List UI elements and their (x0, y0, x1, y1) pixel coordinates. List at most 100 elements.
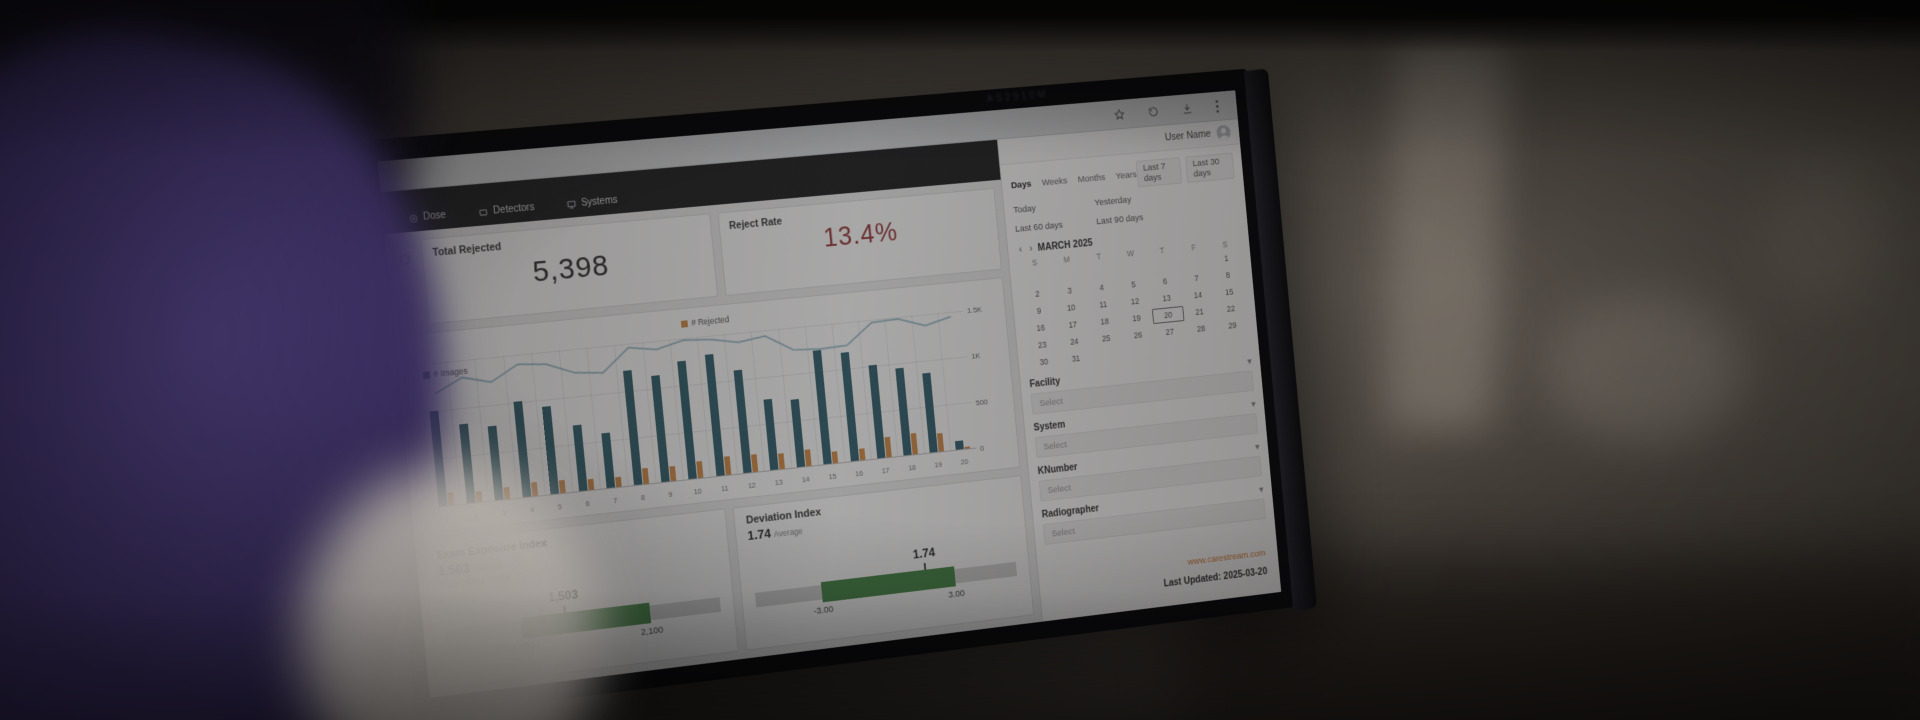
calendar-day[interactable]: 12 (1130, 296, 1140, 307)
rejected-bar (615, 477, 622, 488)
x-axis-label: 13 (774, 477, 784, 488)
monitor: AS2910M (359, 68, 1297, 718)
legend-rejected: # Rejected (680, 314, 730, 328)
deviation-gauge-green-range (820, 566, 956, 603)
date-view-days[interactable]: Days (1010, 178, 1032, 191)
rejected-legend-label: # Rejected (690, 314, 730, 328)
calendar-day[interactable]: 6 (1162, 276, 1168, 287)
preset-today[interactable]: Today (1012, 203, 1037, 216)
rejected-bar (884, 436, 892, 458)
chevron-down-icon[interactable]: ▾ (1254, 441, 1260, 452)
download-icon[interactable] (1181, 102, 1193, 115)
total-rejected-card: Total Rejected 5,398 (420, 213, 719, 325)
date-view-years[interactable]: Years (1115, 169, 1138, 182)
panel-footer: www.carestream.com Last Updated: 2025-03… (1046, 537, 1272, 613)
x-axis-label: 8 (640, 492, 646, 503)
rejected-bar (475, 491, 483, 503)
y-axis-tick: 1.5K (966, 305, 983, 316)
tab-label: Systems (580, 194, 619, 209)
rejected-bar (964, 445, 971, 449)
calendar-day[interactable]: 19 (1131, 313, 1142, 324)
rejected-bar (937, 432, 945, 452)
x-axis-label: 6 (585, 499, 591, 509)
calendar-day[interactable]: 22 (1226, 303, 1236, 314)
calendar-day[interactable]: 25 (1101, 333, 1111, 344)
images-bar (542, 405, 560, 495)
x-axis-label: 20 (960, 457, 969, 467)
x-axis-label: 16 (854, 468, 864, 479)
deviation-gauge-track (754, 561, 1018, 608)
calendar-day[interactable]: 3 (1067, 285, 1073, 296)
calendar-day (1115, 258, 1148, 276)
rejected-bar (446, 491, 454, 506)
preset-last-60-days[interactable]: Last 60 days (1014, 219, 1064, 235)
calendar-day[interactable]: 14 (1193, 289, 1203, 301)
calendar-day[interactable]: 2 (1034, 288, 1041, 299)
calendar-day[interactable]: 4 (1099, 282, 1105, 293)
x-axis-label: 17 (881, 465, 890, 476)
date-view-months[interactable]: Months (1077, 171, 1106, 185)
chevron-down-icon[interactable]: ▾ (1247, 356, 1252, 367)
bookmark-star-icon[interactable] (1113, 108, 1125, 121)
images-bar (677, 360, 698, 480)
calendar-day[interactable]: 24 (1069, 336, 1079, 347)
x-axis-label: 15 (828, 471, 837, 482)
calendar-day[interactable]: 10 (1066, 302, 1076, 313)
background-blur-object (1545, 295, 1745, 445)
preset-last-7-days[interactable]: Last 7 days (1135, 157, 1183, 188)
detectors-icon (478, 207, 489, 218)
calendar-day[interactable]: 17 (1068, 319, 1078, 330)
calendar-day[interactable]: 28 (1196, 323, 1206, 334)
filter-label: KNumber (1037, 462, 1079, 478)
browser-menu-kebab-icon[interactable] (1214, 99, 1220, 113)
dashboard-main: Dose Detectors Systems (380, 139, 1043, 698)
calendar-day[interactable]: 20 (1151, 305, 1185, 325)
calendar-next-icon[interactable]: › (1028, 242, 1034, 255)
calendar-day[interactable]: 29 (1227, 320, 1237, 331)
calendar-day (1179, 252, 1212, 270)
images-bar (868, 364, 886, 459)
exposure-range-max: 2,100 (640, 624, 664, 639)
calendar-day[interactable]: 21 (1195, 306, 1205, 317)
calendar-prev-icon[interactable]: ‹ (1018, 243, 1023, 256)
rejected-bar (723, 455, 731, 476)
images-bar (704, 354, 725, 477)
date-view-weeks[interactable]: Weeks (1041, 175, 1068, 188)
x-axis-label: 12 (747, 480, 757, 491)
filter-label: Facility (1029, 376, 1061, 391)
calendar-day[interactable]: 11 (1098, 299, 1108, 310)
calendar-day[interactable]: 5 (1130, 279, 1136, 290)
calendar-day[interactable]: 13 (1162, 293, 1172, 304)
history-icon[interactable] (1147, 105, 1159, 118)
calendar-day[interactable]: 8 (1225, 270, 1231, 281)
chevron-down-icon[interactable]: ▾ (1258, 484, 1264, 495)
x-axis-label: 1 (444, 514, 450, 524)
calendar-day[interactable]: 15 (1224, 286, 1234, 297)
dose-icon (408, 213, 419, 224)
calendar-day[interactable]: 16 (1036, 322, 1046, 334)
last-updated-text: Last Updated: 2025-03-20 (1163, 566, 1268, 590)
rejected-bar (777, 452, 786, 470)
rejected-bar (832, 451, 839, 464)
x-axis-label: 11 (720, 483, 729, 494)
filter-label: System (1033, 419, 1066, 434)
deviation-index-gauge: 1.74 -3.00 3.00 (752, 536, 1019, 634)
chevron-down-icon[interactable]: ▾ (1251, 399, 1256, 409)
calendar-day-header: W (1126, 248, 1135, 259)
calendar-day[interactable]: 9 (1036, 305, 1042, 316)
images-bar (840, 351, 859, 462)
calendar-day[interactable]: 26 (1133, 329, 1143, 341)
calendar-day-header: T (1159, 245, 1165, 256)
screen: Dose Detectors Systems (377, 90, 1282, 698)
user-avatar[interactable] (1216, 124, 1232, 141)
x-axis-label: 4 (529, 505, 535, 515)
carestream-link[interactable]: www.carestream.com (1187, 547, 1267, 568)
calendar-day[interactable]: 1 (1223, 253, 1229, 264)
calendar-day[interactable]: 27 (1165, 326, 1175, 337)
exposure-range-min: 1,200 (511, 640, 536, 654)
calendar-day[interactable]: 18 (1100, 316, 1110, 327)
calendar-day[interactable]: 23 (1037, 339, 1047, 351)
refresh-icon[interactable] (397, 252, 418, 327)
images-bar (429, 410, 448, 507)
calendar-day[interactable]: 7 (1194, 273, 1199, 284)
